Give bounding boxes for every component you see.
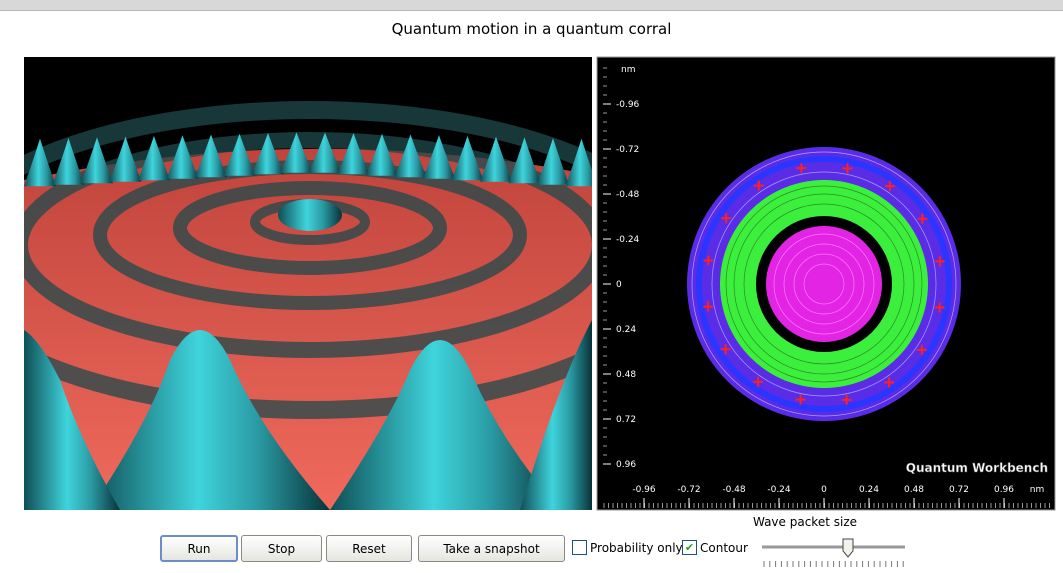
x-tick-label: 0.96 <box>994 485 1014 495</box>
y-unit: nm <box>621 65 635 75</box>
checkbox-label: Contour <box>700 541 748 555</box>
x-tick-label: -0.96 <box>632 485 656 495</box>
probability-checkbox[interactable]: Probability only <box>572 540 683 555</box>
surface-view <box>0 57 680 510</box>
x-tick-label: 0.72 <box>949 485 969 495</box>
checkbox-label: Probability only <box>590 541 683 555</box>
y-tick-label: 0.96 <box>616 460 636 470</box>
x-tick-label: 0.24 <box>859 485 879 495</box>
y-tick-label: 0.72 <box>616 415 636 425</box>
y-tick-label: 0.48 <box>616 370 636 380</box>
x-tick-label: -0.24 <box>767 485 791 495</box>
x-tick-label: 0 <box>821 485 827 495</box>
y-tick-label: -0.24 <box>616 235 640 245</box>
snapshot-button[interactable]: Take a snapshot <box>418 535 565 562</box>
run-button[interactable]: Run <box>160 535 238 562</box>
stop-button[interactable]: Stop <box>241 535 322 562</box>
y-tick-label: 0 <box>616 280 622 290</box>
contour-plot <box>687 147 961 421</box>
reset-button[interactable]: Reset <box>326 535 412 562</box>
checkbox[interactable]: ✔ <box>682 540 697 555</box>
x-tick-label: 0.48 <box>904 485 924 495</box>
x-tick-label: -0.72 <box>677 485 700 495</box>
checkbox[interactable] <box>572 540 587 555</box>
contour-checkbox[interactable]: ✔Contour <box>682 540 748 555</box>
watermark: Quantum Workbench <box>906 461 1048 475</box>
y-tick-label: -0.96 <box>616 100 640 110</box>
y-tick-label: 0.24 <box>616 325 636 335</box>
y-tick-label: -0.72 <box>616 145 639 155</box>
y-tick-label: -0.48 <box>616 190 640 200</box>
slider-label: Wave packet size <box>745 515 865 529</box>
page: Quantum motion in a quantum corral <box>0 0 1063 573</box>
x-tick-label: -0.48 <box>722 485 746 495</box>
scene: nm -0.96 -0.72 -0.48 -0.24 0 0.24 0.48 0.72 0.96 -… <box>0 0 1063 573</box>
x-unit: nm <box>1030 485 1044 495</box>
